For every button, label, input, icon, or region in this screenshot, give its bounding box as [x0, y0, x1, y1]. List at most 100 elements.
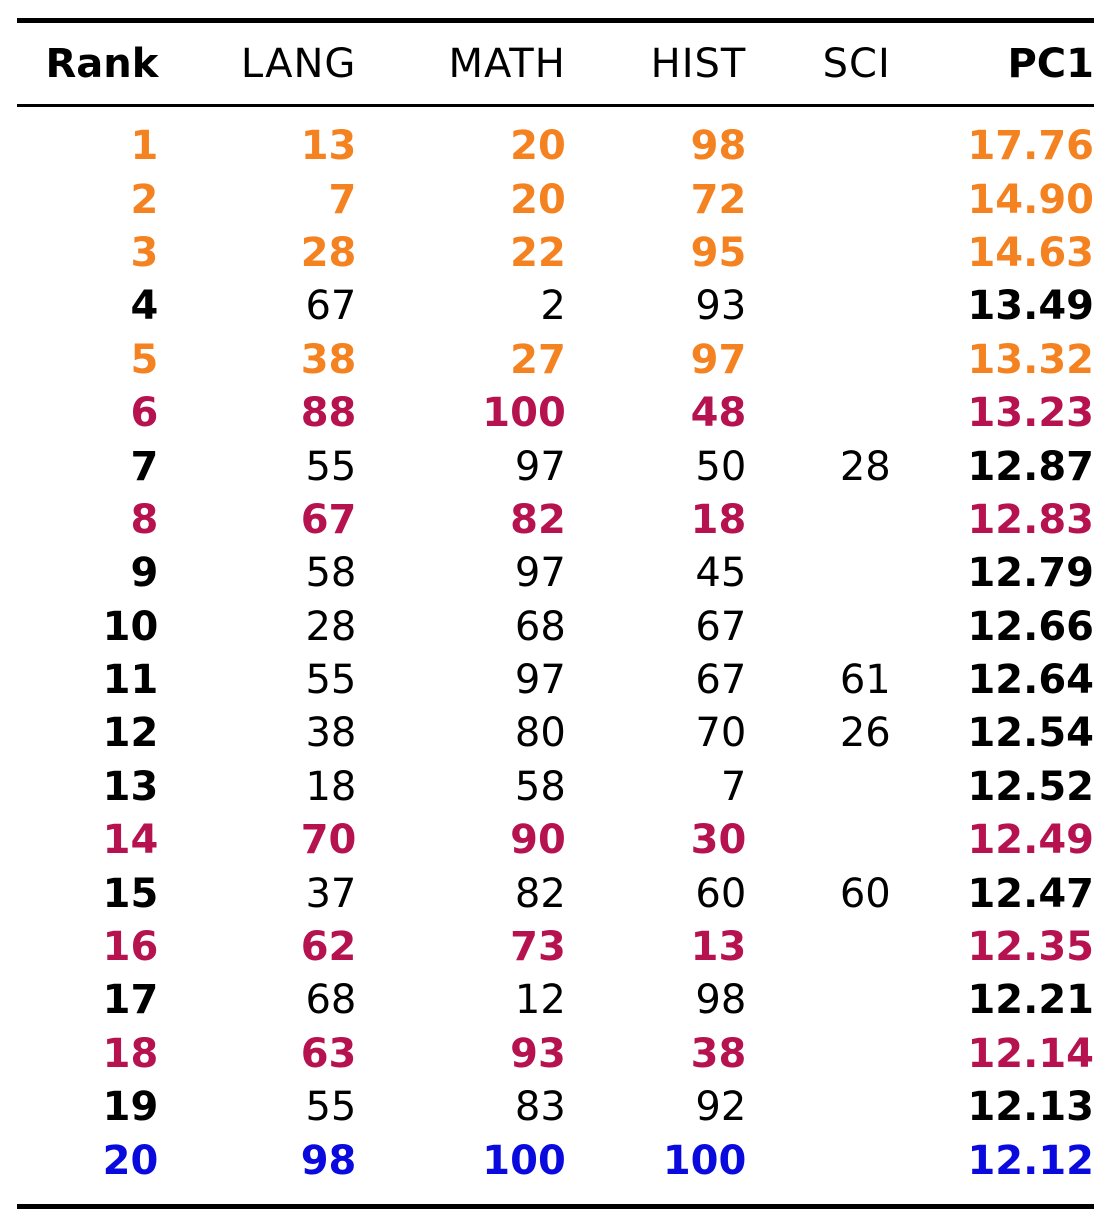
header-pc1: PC1	[1007, 40, 1094, 87]
header-sci: SCI	[822, 40, 891, 87]
cell-sci	[746, 173, 890, 226]
header-rank: Rank	[45, 40, 159, 87]
cell-sci	[746, 120, 890, 173]
cell-pc1: 14.90	[967, 176, 1094, 223]
cell-pc1: 13.49	[967, 283, 1094, 330]
table-row: 1 13 20 98 17.76	[17, 120, 1094, 173]
cell-pc1: 12.47	[967, 870, 1094, 917]
cell-sci: 61	[839, 657, 891, 704]
cell-math: 80	[514, 710, 566, 757]
cell-sci	[746, 387, 890, 440]
table-row: 10 28 68 67 12.66	[17, 601, 1094, 654]
cell-rank: 14	[102, 817, 159, 864]
cell-rank: 15	[102, 870, 159, 917]
cell-hist: 98	[690, 123, 747, 170]
cell-sci	[746, 761, 890, 814]
cell-lang: 55	[305, 1084, 357, 1131]
table-row: 20 98 100 100 12.12	[17, 1134, 1094, 1187]
cell-math: 27	[510, 336, 566, 383]
cell-math: 73	[510, 924, 566, 971]
table-row: 5 38 27 97 13.32	[17, 334, 1094, 387]
cell-pc1: 12.52	[967, 763, 1094, 810]
cell-pc1: 12.79	[967, 550, 1094, 597]
cell-sci: 28	[839, 443, 891, 490]
cell-sci	[746, 921, 890, 974]
cell-lang: 88	[300, 390, 357, 437]
cell-sci	[746, 814, 890, 867]
cell-math: 58	[514, 763, 566, 810]
cell-hist: 100	[662, 1137, 747, 1184]
cell-math: 97	[514, 657, 566, 704]
cell-rank: 20	[102, 1137, 159, 1184]
cell-lang: 37	[305, 870, 357, 917]
cell-rank: 10	[102, 603, 159, 650]
cell-math: 82	[510, 496, 566, 543]
table-row: 13 18 58 7 12.52	[17, 761, 1094, 814]
cell-rank: 8	[130, 496, 159, 543]
table-row: 18 63 93 38 12.14	[17, 1028, 1094, 1081]
cell-pc1: 12.21	[967, 977, 1094, 1024]
cell-lang: 67	[300, 496, 357, 543]
cell-pc1: 12.35	[967, 924, 1094, 971]
table-header: Rank LANG MATH HIST SCI PC1	[17, 23, 1094, 104]
cell-hist: 95	[690, 229, 747, 276]
cell-lang: 13	[300, 123, 357, 170]
bottom-rule	[17, 1204, 1094, 1209]
cell-rank: 9	[130, 550, 159, 597]
cell-lang: 38	[305, 710, 357, 757]
table-row: 19 55 83 92 12.13	[17, 1081, 1094, 1134]
cell-rank: 1	[130, 123, 159, 170]
ranking-table: Rank LANG MATH HIST SCI PC1 1 13 20 98 17.76…	[17, 23, 1094, 1188]
cell-hist: 30	[690, 817, 747, 864]
header-lang: LANG	[240, 40, 357, 87]
cell-sci	[746, 227, 890, 280]
cell-pc1: 13.23	[967, 390, 1094, 437]
table-row: 16 62 73 13 12.35	[17, 921, 1094, 974]
table-row: 17 68 12 98 12.21	[17, 974, 1094, 1027]
cell-rank: 19	[102, 1084, 159, 1131]
cell-pc1: 12.54	[967, 710, 1094, 757]
cell-rank: 5	[130, 336, 159, 383]
cell-rank: 12	[102, 710, 159, 757]
table-row: 9 58 97 45 12.79	[17, 547, 1094, 600]
cell-pc1: 12.64	[967, 657, 1094, 704]
cell-hist: 72	[690, 176, 747, 223]
cell-math: 97	[514, 443, 566, 490]
cell-lang: 63	[300, 1030, 357, 1077]
cell-hist: 70	[695, 710, 747, 757]
cell-sci	[746, 601, 890, 654]
header-hist: HIST	[650, 40, 747, 87]
cell-lang: 58	[305, 550, 357, 597]
cell-hist: 13	[690, 924, 747, 971]
cell-pc1: 17.76	[967, 123, 1094, 170]
cell-lang: 70	[300, 817, 357, 864]
cell-lang: 28	[300, 229, 357, 276]
cell-rank: 2	[130, 176, 159, 223]
cell-lang: 68	[305, 977, 357, 1024]
table-row: 15 37 82 60 60 12.47	[17, 867, 1094, 920]
cell-pc1: 12.83	[967, 496, 1094, 543]
header-math: MATH	[448, 40, 566, 87]
cell-rank: 17	[102, 977, 159, 1024]
cell-rank: 11	[102, 657, 159, 704]
cell-hist: 7	[720, 763, 747, 810]
cell-pc1: 13.32	[967, 336, 1094, 383]
cell-pc1: 14.63	[967, 229, 1094, 276]
cell-lang: 18	[305, 763, 357, 810]
cell-rank: 13	[102, 763, 159, 810]
cell-hist: 38	[690, 1030, 747, 1077]
cell-math: 20	[510, 123, 566, 170]
cell-math: 22	[510, 229, 566, 276]
table-row: 11 55 97 67 61 12.64	[17, 654, 1094, 707]
cell-pc1: 12.49	[967, 817, 1094, 864]
cell-lang: 55	[305, 443, 357, 490]
table-row: 4 67 2 93 13.49	[17, 280, 1094, 333]
cell-math: 100	[482, 1137, 566, 1184]
table-row: 14 70 90 30 12.49	[17, 814, 1094, 867]
cell-lang: 55	[305, 657, 357, 704]
cell-rank: 7	[130, 443, 159, 490]
cell-math: 2	[540, 283, 566, 330]
cell-hist: 50	[695, 443, 747, 490]
cell-math: 68	[514, 603, 566, 650]
table-row: 2 7 20 72 14.90	[17, 173, 1094, 226]
